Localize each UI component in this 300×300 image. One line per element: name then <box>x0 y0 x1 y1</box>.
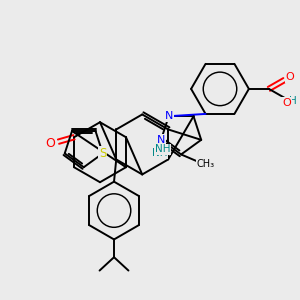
Text: O: O <box>286 72 294 82</box>
Text: S: S <box>99 147 106 160</box>
Text: NH: NH <box>152 148 167 158</box>
Text: H: H <box>290 96 297 106</box>
Text: O: O <box>46 137 56 150</box>
Text: CH₃: CH₃ <box>196 159 214 170</box>
Text: N: N <box>164 111 173 121</box>
Text: O: O <box>282 98 291 108</box>
Text: NH: NH <box>155 144 170 154</box>
Text: N: N <box>157 135 165 145</box>
